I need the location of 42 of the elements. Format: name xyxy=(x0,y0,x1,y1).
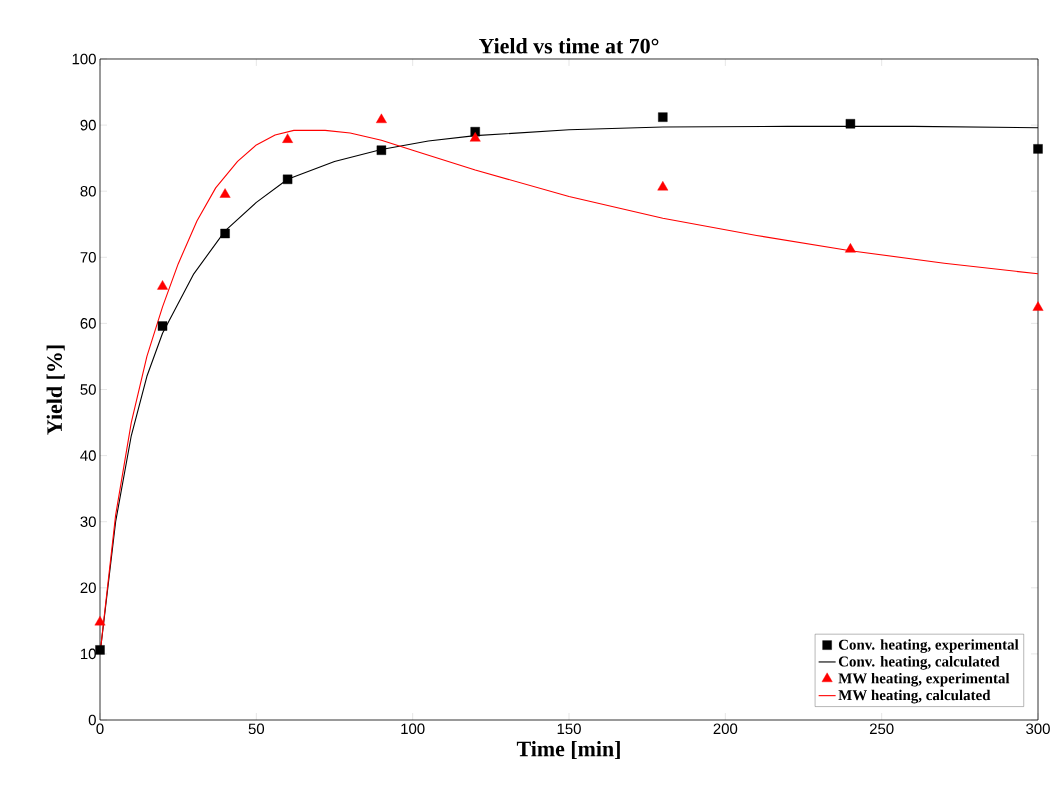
y-tick-label: 50 xyxy=(80,384,96,395)
point xyxy=(219,188,231,198)
x-tick-label: 200 xyxy=(713,723,738,735)
y-tick-label: 20 xyxy=(80,582,96,594)
point xyxy=(220,228,230,239)
point xyxy=(469,132,481,142)
legend-label: MW heating, calculated xyxy=(838,689,991,704)
x-axis-title: Time [min] xyxy=(516,740,620,760)
point xyxy=(1033,144,1043,154)
legend-label: Conv. heating, experimental xyxy=(838,639,1019,653)
x-tick-label: 250 xyxy=(869,723,894,735)
point xyxy=(845,119,856,129)
x-tick-label: 150 xyxy=(557,723,581,735)
y-tick-label: 70 xyxy=(80,252,96,263)
point xyxy=(282,174,293,184)
point xyxy=(282,133,293,143)
point xyxy=(1032,301,1044,311)
y-tick-label: 30 xyxy=(80,516,96,527)
legend-label: MW heating, experimental xyxy=(838,672,1010,687)
x-tick-label: 50 xyxy=(248,723,265,735)
point xyxy=(658,112,668,122)
legend-label: Conv. heating, calculated xyxy=(838,656,1000,670)
chart-title: Yield vs time at 70° xyxy=(478,38,659,54)
y-tick-label: 40 xyxy=(80,450,96,461)
point xyxy=(94,615,106,626)
y-tick-label: 90 xyxy=(80,119,96,131)
y-tick-label: 80 xyxy=(80,185,96,197)
y-tick-label: 0 xyxy=(88,714,96,726)
x-tick-label: 100 xyxy=(401,723,425,735)
y-tick-label: 60 xyxy=(80,318,96,329)
point xyxy=(657,181,669,191)
y-axis-title: Yield [%] xyxy=(46,345,65,435)
point xyxy=(376,145,387,155)
point xyxy=(157,321,168,331)
point xyxy=(157,280,168,290)
y-tick-label: 10 xyxy=(81,648,96,660)
x-tick-label: 300 xyxy=(1026,723,1050,735)
x-tick-label: 0 xyxy=(96,723,104,735)
y-tick-label: 100 xyxy=(72,53,96,65)
point xyxy=(376,113,387,123)
point xyxy=(95,645,105,655)
point xyxy=(845,243,856,253)
